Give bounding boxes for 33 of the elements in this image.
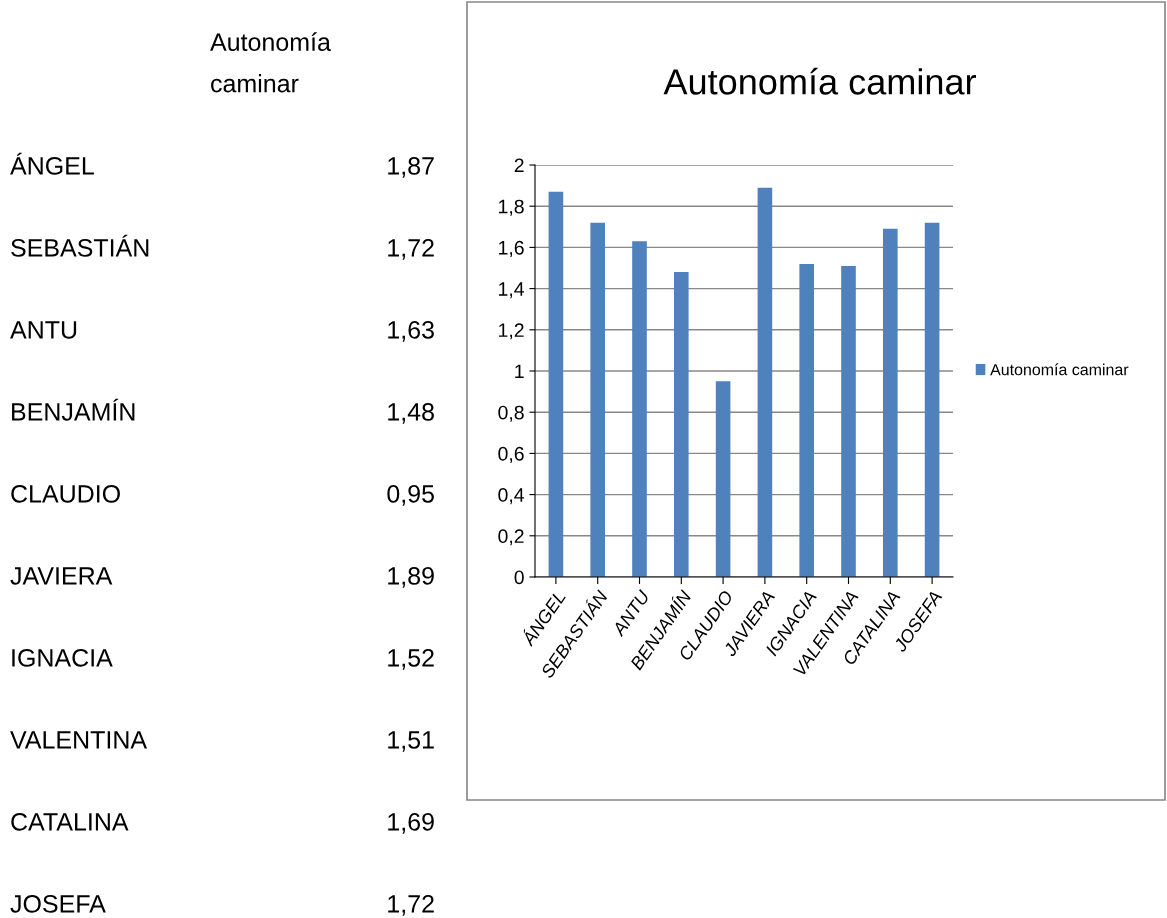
text: 0,95	[387, 485, 434, 506]
y-tick-label: 1,2	[499, 323, 524, 340]
text: 1,72	[388, 895, 434, 916]
y-tick-label: 1,8	[499, 199, 524, 216]
text: 1,89	[388, 567, 434, 588]
y-tick-label: 0,8	[498, 405, 524, 422]
chart-title: Autonomía caminar	[663, 67, 976, 95]
text: 1,52	[388, 649, 434, 670]
text: 1,51	[388, 731, 434, 752]
y-tick-label: 1	[515, 364, 524, 379]
category-label: JOSEFA	[10, 895, 106, 913]
text: 1,72	[388, 239, 434, 260]
text: 1,87	[388, 157, 434, 178]
y-tick-label: 1,6	[499, 240, 524, 257]
category-label: VALENTINA	[10, 731, 148, 749]
category-label: ÁNGEL	[10, 152, 94, 175]
text: 1,69	[388, 813, 434, 834]
legend-label: Autonomía caminar	[990, 363, 1129, 376]
text: Autonomía caminar	[210, 32, 331, 93]
y-tick-label: 2	[514, 158, 524, 173]
y-tick-label: 0,6	[498, 446, 524, 463]
category-label: CLAUDIO	[11, 485, 120, 503]
text: 1,48	[388, 403, 434, 424]
y-tick-label: 0	[514, 570, 524, 585]
y-tick-label: 0,2	[498, 529, 524, 546]
category-label: CATALINA	[11, 813, 129, 831]
category-label: SEBASTIÁN	[11, 234, 149, 257]
y-tick-label: 1,4	[499, 282, 525, 299]
text: 1,63	[388, 321, 434, 342]
y-tick-label: 0,4	[498, 488, 525, 505]
category-label: BENJAMÍN	[12, 398, 135, 421]
category-label: JAVIERA	[10, 567, 113, 585]
category-label: ANTU	[10, 321, 77, 339]
